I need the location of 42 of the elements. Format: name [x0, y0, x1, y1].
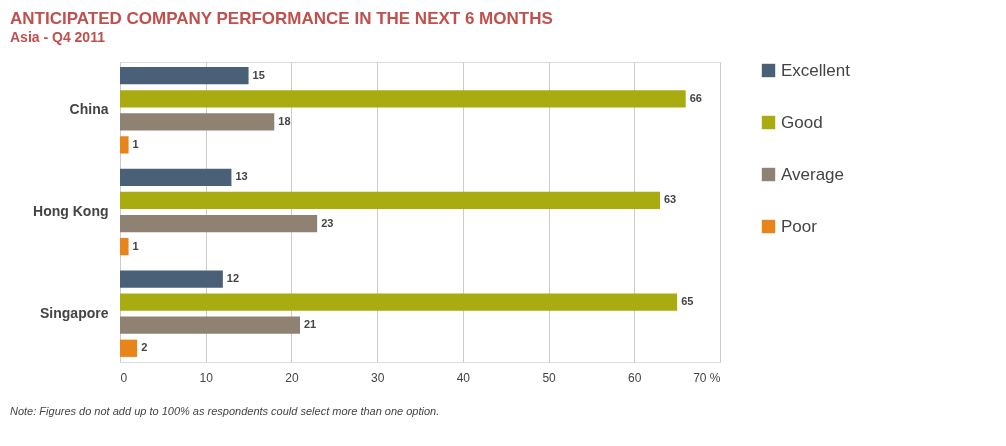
- data-label: 13: [235, 170, 248, 183]
- bar: [120, 191, 660, 210]
- x-tick-label: 50: [542, 370, 557, 385]
- data-label: 2: [141, 341, 148, 354]
- bar: [120, 168, 232, 187]
- bar: [120, 113, 275, 131]
- x-tick-label: 10: [199, 370, 214, 385]
- legend-label: Poor: [781, 216, 818, 236]
- bar: [120, 237, 129, 256]
- bar: [120, 270, 223, 288]
- bar: [120, 316, 300, 334]
- y-tick-label: Hong Kong: [33, 203, 109, 219]
- data-label: 12: [226, 272, 240, 285]
- bar: [120, 136, 129, 154]
- x-tick-label: 20: [285, 370, 299, 385]
- bar: [120, 293, 678, 311]
- x-tick-label: 70 %: [693, 370, 721, 385]
- chart-title: ANTICIPATED COMPANY PERFORMANCE IN THE NEXT 6 MONTHS: [10, 9, 553, 28]
- data-label: 18: [278, 114, 291, 127]
- data-label: 1: [132, 137, 139, 150]
- text: Note: Figures do not add up to 100% as respondents could select more than one option.: [10, 405, 440, 417]
- x-tick-label: 40: [456, 370, 471, 385]
- data-label: 15: [252, 68, 265, 81]
- x-tick-label: 30: [370, 370, 385, 385]
- bar: [120, 90, 686, 108]
- chart-subtitle: Asia - Q4 2011: [10, 29, 106, 45]
- bar: [120, 214, 318, 233]
- x-tick-label: 60: [628, 370, 642, 385]
- bar: [120, 67, 249, 85]
- y-tick-label: Singapore: [40, 304, 109, 321]
- x-tick-label: 0: [120, 370, 128, 385]
- data-label: 63: [664, 193, 677, 206]
- data-label: 66: [689, 91, 702, 104]
- data-label: 1: [132, 239, 139, 252]
- bar: [120, 339, 138, 357]
- legend-label: Good: [781, 112, 823, 132]
- y-tick-label: China: [69, 101, 109, 118]
- legend-label: Excellent: [781, 60, 851, 80]
- data-label: 21: [304, 318, 317, 331]
- data-label: 65: [681, 295, 694, 308]
- legend-label: Average: [781, 164, 845, 184]
- data-label: 23: [321, 216, 334, 229]
